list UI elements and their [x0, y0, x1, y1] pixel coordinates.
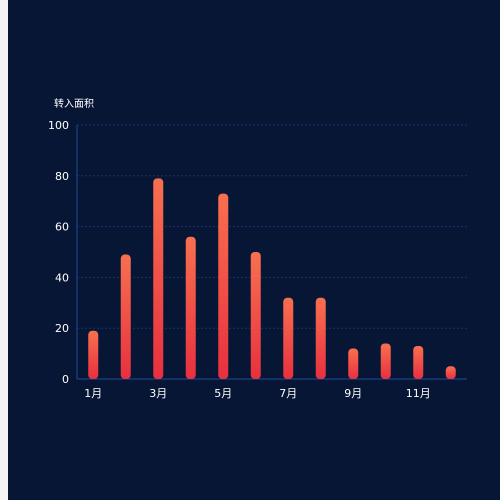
x-tick-label: 11月: [406, 387, 431, 400]
bar-7: [283, 297, 294, 379]
bar-10: [380, 343, 391, 379]
bar-5: [218, 193, 229, 379]
y-tick-label: 0: [62, 373, 69, 386]
bar-2: [120, 254, 131, 379]
bar-3: [153, 178, 164, 379]
x-tick-label: 1月: [84, 387, 102, 400]
x-tick-label: 7月: [279, 387, 297, 400]
chart-panel: [8, 0, 500, 500]
y-tick-label: 60: [55, 221, 69, 234]
bar-11: [413, 345, 424, 379]
bar-6: [250, 252, 261, 379]
y-tick-label: 40: [55, 271, 69, 284]
y-tick-label: 20: [55, 322, 69, 335]
bar-9: [348, 348, 359, 379]
x-tick-label: 3月: [149, 387, 167, 400]
y-axis-title: 转入面积: [54, 97, 94, 110]
bar-4: [185, 236, 196, 379]
y-tick-label: 100: [48, 119, 69, 132]
x-tick-label: 5月: [214, 387, 232, 400]
x-tick-label: 9月: [344, 387, 362, 400]
y-tick-label: 80: [55, 170, 69, 183]
bar-8: [315, 297, 326, 379]
bar-12: [445, 366, 456, 379]
bar-1: [88, 330, 99, 379]
